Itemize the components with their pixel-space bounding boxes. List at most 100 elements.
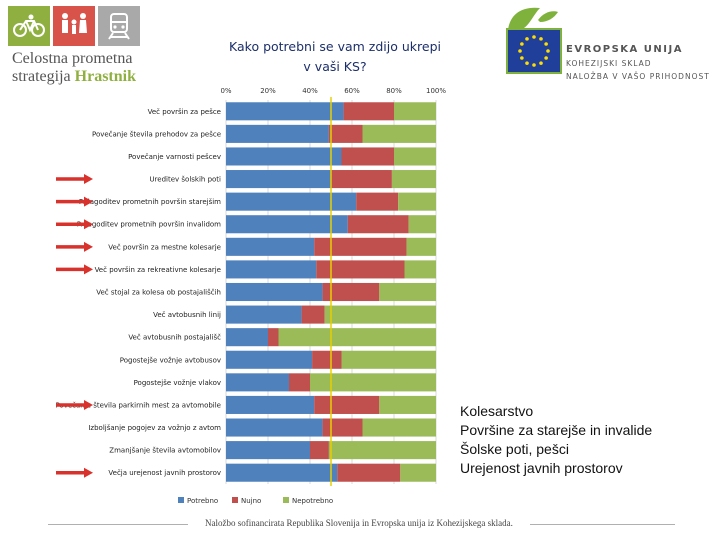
category-label: Več površin za rekreativne kolesarje [95,266,221,274]
category-label: Povečanje števila parkirnih mest za avto… [55,401,221,409]
bar-segment-nujno [301,305,325,324]
bar-segment-nepotrebno [362,418,436,437]
bar-segment-nepotrebno [341,350,436,369]
leaf-icon [508,7,558,31]
bar-segment-nepotrebno [328,441,436,460]
legend-label: Nujno [241,497,261,505]
category-label: Več avtobusnih linij [153,311,221,319]
eu-slogan: NALOŽBA V VAŠO PRIHODNOST [566,72,710,81]
bar-segment-potrebno [226,192,357,211]
bicycle-icon [8,6,50,46]
category-label: Izboljšanje pogojev za vožnjo z avtom [88,424,221,432]
brand-name-line1: Celostna prometna [12,50,133,67]
bar-segment-potrebno [226,170,331,189]
highlight-arrow-head [84,219,93,230]
category-label: Prilagoditev prometnih površin invalidom [77,221,221,229]
bar-segment-potrebno [226,124,329,143]
strategy-logo: Celostna prometna strategija Hrastnik [8,6,158,86]
category-label: Več stojal za kolesa ob postajališčih [96,289,221,297]
bar-segment-potrebno [226,215,348,234]
bar-segment-nepotrebno [362,124,436,143]
bar-segment-nujno [322,418,363,437]
bar-segment-potrebno [226,260,317,279]
family-icon [53,6,95,46]
bar-segment-potrebno [226,237,315,256]
bar-segment-nepotrebno [379,395,436,414]
bar-segment-nujno [316,260,405,279]
note-item: Šolske poti, pešci [460,441,569,457]
brand-word-town: Hrastnik [74,68,136,85]
brand-name-line2: strategija Hrastnik [12,68,136,86]
bar-segment-potrebno [226,282,323,302]
bar-segment-potrebno [226,373,289,392]
bar-segment-nujno [322,282,380,302]
highlight-arrow-head [84,467,93,478]
note-item: Površine za starejše in invalide [460,422,653,438]
highlight-arrow-head [84,196,93,207]
x-tick-label: 100% [426,87,446,95]
x-tick-label: 40% [302,87,318,95]
category-label: Ureditev šolskih poti [149,176,221,184]
bar-segment-nujno [347,215,409,234]
bar-segment-potrebno [226,395,315,414]
highlight-arrow-head [84,174,93,185]
bar-segment-nepotrebno [404,260,436,279]
train-icon [98,6,140,46]
chart-title-line1: Kako potrebni se vam zdijo ukrepi [229,39,441,54]
chart-title: Kako potrebni se vam zdijo ukrepi v vaši… [200,37,470,77]
bar-segment-nujno [343,102,394,121]
brand-word-strategy: strategija [12,68,71,85]
eu-flag-icon [506,28,562,74]
bar-segment-nujno [331,170,392,189]
note-item: Kolesarstvo [460,403,534,419]
bar-segment-nujno [312,350,342,369]
bar-segment-nepotrebno [324,305,436,324]
category-label: Večja urejenost javnih prostorov [108,469,221,477]
bar-segment-nujno [314,237,407,256]
category-label: Več avtobusnih postajališč [128,334,221,342]
legend-swatch-potrebno [178,497,184,503]
bar-segment-nepotrebno [391,170,436,189]
bar-segment-nepotrebno [398,192,436,211]
chart-title-line2: v vaši KS? [303,59,367,74]
legend-label: Nepotrebno [292,497,333,505]
footer-divider [530,524,675,525]
bar-segment-nujno [341,147,394,166]
legend-swatch-nepotrebno [283,497,289,503]
bar-segment-potrebno [226,350,313,369]
highlight-notes: Kolesarstvo Površine za starejše in inva… [458,402,655,478]
legend-label: Potrebno [187,497,218,505]
category-label: Prilagoditev prometnih površin starejšim [79,198,221,206]
category-label: Povečanje varnosti pešcev [128,153,221,161]
bar-segment-potrebno [226,463,338,482]
bar-segment-nujno [289,373,310,392]
category-label: Več površin za mestne kolesarje [108,243,221,251]
bar-segment-potrebno [226,147,342,166]
bar-segment-potrebno [226,418,323,437]
bar-segment-nepotrebno [379,282,436,302]
eu-logo: EVROPSKA UNIJA KOHEZIJSKI SKLAD NALOŽBA … [500,4,718,84]
bar-segment-nepotrebno [408,215,436,234]
x-tick-label: 20% [260,87,276,95]
x-tick-label: 80% [386,87,402,95]
highlight-arrow-head [84,264,93,275]
bar-segment-nepotrebno [394,102,436,121]
bar-segment-nepotrebno [400,463,436,482]
x-tick-label: 0% [220,87,231,95]
footer: Naložbo sofinancirata Republika Slovenij… [0,508,720,540]
footer-divider [48,524,188,525]
category-label: Pogostejše vožnje avtobusov [120,356,221,364]
highlight-arrow-head [84,399,93,410]
category-label: Več površin za pešce [148,108,221,116]
bar-segment-potrebno [226,102,344,121]
highlight-arrow-head [84,241,93,252]
bar-segment-nujno [314,395,380,414]
footer-text: Naložbo sofinancirata Republika Slovenij… [205,518,513,528]
bar-segment-potrebno [226,328,268,347]
category-label: Pogostejše vožnje vlakov [134,379,221,387]
bar-segment-nepotrebno [394,147,436,166]
category-label: Zmanjšanje števila avtomobilov [109,447,221,455]
x-tick-label: 60% [344,87,360,95]
bar-segment-potrebno [226,441,310,460]
